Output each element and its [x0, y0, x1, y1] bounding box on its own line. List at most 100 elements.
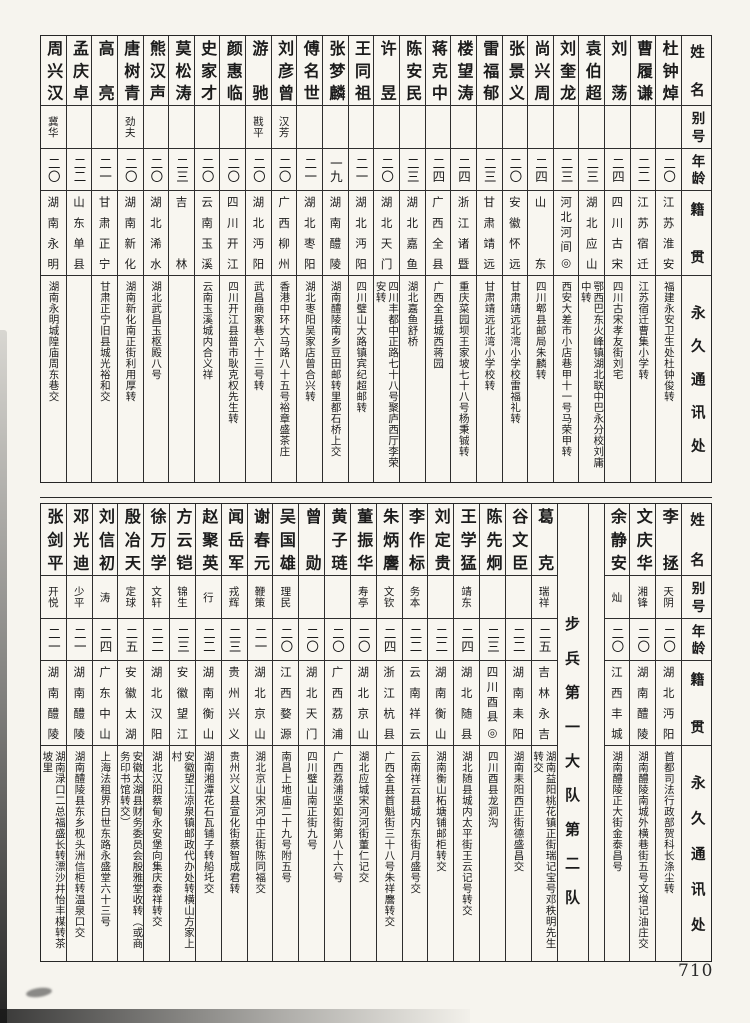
person-age: 二二 [144, 619, 170, 661]
person-alias [605, 106, 630, 149]
person-name: 方云铠 [170, 504, 195, 576]
person-column: 傅名世 二一 湖北枣阳 湖北枣阳吴家店曾合兴转 [296, 36, 323, 482]
person-native: 甘肃靖远 [476, 191, 502, 276]
person-column: 刘荡 二四 四川古宋 四川古宋孝友街刘宅 [604, 36, 630, 482]
person-age: 二四 [528, 149, 553, 191]
person-native: 广西柳州 [271, 191, 297, 276]
person-age: 二〇 [630, 619, 656, 661]
person-native: 湖北沔阳 [348, 191, 374, 276]
person-name: 王同祖 [348, 36, 374, 106]
person-native: 江苏宿迁 [630, 191, 656, 276]
person-column: 张梦麟 一九 湖南醴陵 湖南醴陵南乡豆田邮转里都石桥上交 [322, 36, 348, 482]
person-column: 孟庆卓 二二 山东单县 [65, 36, 92, 482]
person-alias: 文轩 [144, 576, 170, 619]
person-native: 湖北随县 [454, 661, 480, 746]
person-address: 香港中环大马路八十五号裕章盛茶庄 [278, 281, 291, 457]
person-native: 安徽望江 [170, 661, 195, 746]
person-name: 闻岳军 [221, 504, 247, 576]
person-address: 甘肃靖远北湾小学校转 [483, 281, 496, 391]
person-column: 王同祖 二一 湖北沔阳 四川璧山大路镇宾纪超邮转 [347, 36, 374, 482]
page-number: 710 [678, 961, 714, 981]
person-name: 周兴汉 [40, 36, 66, 106]
person-native: 湖北嘉鱼 [399, 191, 425, 276]
person-column: 蒋克中 二四 广西全县 广西全县城西蒋园 [424, 36, 451, 482]
person-native: 安徽怀远 [502, 191, 528, 276]
person-age: 二一 [66, 619, 92, 661]
person-alias: 定球 [118, 576, 144, 619]
person-address: 湖南衡山柘塘铺邮柜转交 [435, 751, 448, 872]
person-alias [428, 576, 454, 619]
person-alias: 瑞祥 [531, 576, 557, 619]
person-address: 甘肃靖远北湾小学校雷福礼转 [509, 281, 522, 424]
person-native: 江西婺源 [273, 661, 299, 746]
person-age: 二三 [399, 149, 425, 191]
person-alias [194, 106, 220, 149]
person-column: 雷福郁 二三 甘肃靖远 甘肃靖远北湾小学校转 [475, 36, 502, 482]
person-native: 吉林永吉 [531, 661, 557, 746]
person-alias [480, 576, 505, 619]
person-age: 二一 [297, 149, 323, 191]
person-column: 董振华 寿亭 二〇 湖北京山 湖北应城宋河河街董仁记交 [349, 504, 376, 961]
person-column: 曹履谦 二二 江苏宿迁 江苏宿迁曹集小学转 [629, 36, 656, 482]
person-alias: 鞭策 [247, 576, 273, 619]
person-alias [579, 106, 605, 149]
person-native: 四川古宋 [605, 191, 630, 276]
person-native: 湖北枣阳 [297, 191, 323, 276]
person-native: 吉林 [169, 191, 194, 276]
person-name: 尚兴周 [528, 36, 553, 106]
person-address: 广西全县首魁街三十八号朱祥麐转交 [383, 751, 396, 927]
person-name: 游驰 [246, 36, 271, 106]
person-age: 二三 [553, 149, 579, 191]
person-native: 湖北天门 [299, 661, 325, 746]
person-native: 广西荔浦 [325, 661, 350, 746]
person-alias [143, 106, 169, 149]
person-age: 二〇 [194, 149, 220, 191]
person-name: 高亮 [92, 36, 117, 106]
person-column: 游驰 戡平 二〇 湖北沔阳 武昌商家巷六十三号转 [245, 36, 271, 482]
person-alias: 开悦 [40, 576, 66, 619]
person-age: 二〇 [350, 619, 376, 661]
person-alias: 务本 [402, 576, 428, 619]
person-column: 莫松涛 二三 吉林 [168, 36, 194, 482]
person-address: 四川古宋孝友街刘宅 [611, 281, 624, 380]
person-age: 二一 [92, 149, 117, 191]
person-alias [323, 106, 348, 149]
person-address: 云南祥云县城内东街月盛号交 [409, 751, 422, 894]
person-alias: 天阴 [656, 576, 681, 619]
person-column: 葛克 瑞祥 二五 吉林永吉 湖南益阳桃花镇正街瑞记宝号邓秩明先生转交 [530, 504, 557, 961]
person-native: 湖北沔阳 [246, 191, 271, 276]
person-name: 陈先炯 [480, 504, 505, 576]
person-column: 文庆华 湘锋 二〇 湖南醴陵 湖南醴陵南城外横巷街五号文增记油庄交 [629, 504, 656, 961]
person-native: 浙江杭县 [376, 661, 402, 746]
person-alias [299, 576, 325, 619]
person-alias: 锦生 [170, 576, 195, 619]
person-age: 二四 [451, 149, 476, 191]
person-native: 广东中山 [92, 661, 118, 746]
person-column: 袁伯超 二三 湖北应山 鄂西巴东火峰镇湖北联中巴永分校刘庸中转 [578, 36, 605, 482]
person-age: 二〇 [271, 149, 297, 191]
person-age: 二三 [476, 149, 502, 191]
person-column: 余静安灿二〇 江西丰城 湖南醴陵正大街金泰昌号 [603, 504, 630, 961]
person-name: 蒋克中 [425, 36, 451, 106]
person-alias [92, 106, 117, 149]
person-address: 四川璧山南正街九号 [305, 751, 318, 850]
person-native: 湖南醴陵 [323, 191, 348, 276]
person-alias [630, 106, 656, 149]
person-age: 二〇 [246, 149, 271, 191]
person-name: 谷文臣 [505, 504, 531, 576]
person-alias [374, 106, 399, 149]
column-header-address: 永久通讯处 [688, 305, 705, 453]
person-column: 陈安民 二三 湖北嘉鱼 湖北嘉鱼舒桥 [398, 36, 425, 482]
scan-artifact-ink-blob [25, 986, 53, 999]
person-address: 湖南耒阳西正街德盛昌交 [512, 751, 525, 872]
person-column: 刘信初涛二四 广东中山 上海法租界白世东路永盛堂六十三号 [91, 504, 118, 961]
person-name: 殷冶天 [118, 504, 144, 576]
person-native: 湖北应山 [579, 191, 605, 276]
column-header-native: 籍贯 [682, 661, 711, 746]
column-header-age: 年龄 [682, 619, 711, 661]
person-address: 湖南醴陵正大街金泰昌号 [611, 751, 624, 872]
person-native: 湖北京山 [247, 661, 273, 746]
person-alias: 少平 [66, 576, 92, 619]
person-address: 四川丰都中正路七十八号聚庐西厅李荣安转 [374, 281, 399, 468]
